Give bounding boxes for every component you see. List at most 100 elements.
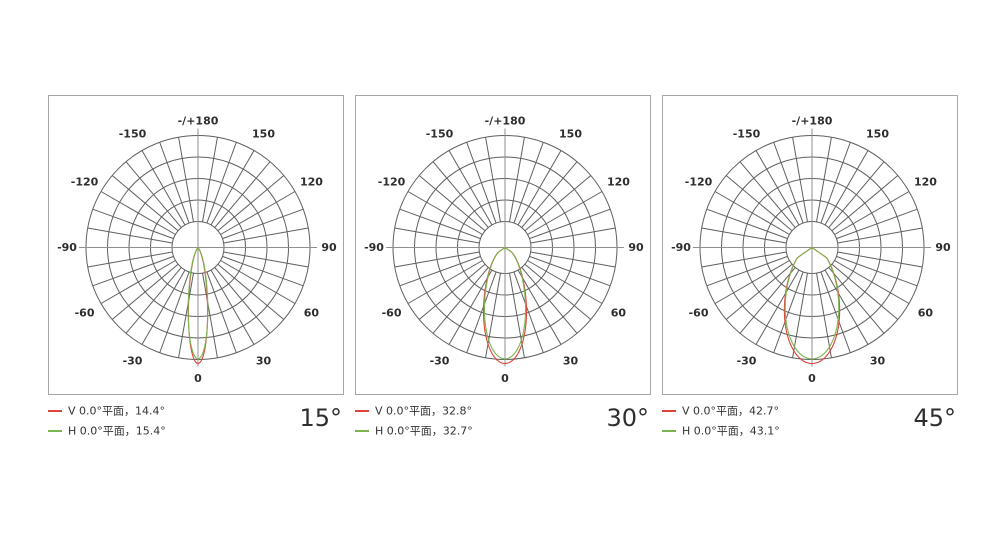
grid-spoke bbox=[217, 263, 285, 320]
grid-spoke bbox=[210, 150, 255, 226]
grid-spoke bbox=[529, 208, 611, 240]
grid-spoke bbox=[399, 208, 481, 240]
grid-spoke bbox=[837, 251, 923, 268]
grid-spoke bbox=[178, 273, 194, 358]
chart-frame: -150 -120 -90 -60 -30 0 30 60 90 120 150 -/+180 bbox=[355, 95, 651, 395]
grid-spoke bbox=[432, 161, 489, 228]
angle-tick-label: -30 bbox=[123, 354, 143, 367]
grid-spoke bbox=[214, 267, 271, 334]
grid-spoke bbox=[530, 227, 616, 244]
grid-spoke bbox=[485, 273, 501, 358]
grid-spoke bbox=[773, 271, 804, 353]
grid-spoke bbox=[202, 273, 218, 358]
angle-tick-label: -150 bbox=[119, 128, 147, 141]
grid-spoke bbox=[836, 255, 918, 287]
grid-spoke bbox=[466, 142, 497, 224]
beam-panel-45: -150 -120 -90 -60 -30 0 30 60 90 120 150 -/+180 V 0… bbox=[662, 0, 958, 550]
grid-spoke bbox=[792, 137, 808, 222]
grid-spoke bbox=[223, 227, 309, 244]
grid-spoke bbox=[706, 255, 788, 287]
grid-spoke bbox=[820, 271, 851, 353]
grid-spoke bbox=[418, 175, 486, 232]
beam-panel-30: -150 -120 -90 -60 -30 0 30 60 90 120 150 -/+180 V 0… bbox=[355, 0, 651, 550]
legend-row: V 0.0°平面，14.4° bbox=[48, 403, 298, 419]
v-series-label: V 0.0°平面，32.8° bbox=[375, 404, 473, 418]
v-series-swatch bbox=[48, 410, 62, 412]
angle-tick-label: 120 bbox=[607, 176, 630, 189]
angle-tick-label: 150 bbox=[559, 128, 582, 141]
grid-spoke bbox=[521, 161, 578, 228]
angle-tick-label: -150 bbox=[426, 128, 454, 141]
grid-spoke bbox=[820, 142, 851, 224]
grid-spoke bbox=[141, 269, 186, 345]
grid-spoke bbox=[834, 191, 910, 235]
angle-tick-label-180: -/+180 bbox=[485, 115, 526, 128]
grid-spoke bbox=[706, 208, 788, 240]
grid-spoke bbox=[87, 251, 173, 268]
grid-spoke bbox=[485, 137, 501, 222]
grid-spoke bbox=[513, 271, 544, 353]
grid-spoke bbox=[828, 161, 885, 228]
h-series-swatch bbox=[662, 429, 676, 432]
angle-tick-label: -60 bbox=[382, 307, 402, 320]
grid-spoke bbox=[824, 150, 869, 226]
grid-spoke bbox=[222, 208, 304, 240]
grid-spoke bbox=[831, 263, 899, 320]
grid-spoke bbox=[141, 150, 186, 226]
grid-spoke bbox=[214, 161, 271, 228]
angle-tick-label: 120 bbox=[300, 176, 323, 189]
angle-tick-label: 120 bbox=[914, 176, 937, 189]
grid-spoke bbox=[792, 273, 808, 358]
chart-frame: -150 -120 -90 -60 -30 0 30 60 90 120 150 -/+180 bbox=[48, 95, 344, 395]
v-series-label: V 0.0°平面，42.7° bbox=[682, 404, 780, 418]
grid-spoke bbox=[725, 263, 793, 320]
angle-tick-label: 30 bbox=[870, 354, 886, 367]
v-series-swatch bbox=[662, 410, 676, 412]
angle-tick-label: -90 bbox=[364, 241, 384, 254]
grid-spoke bbox=[527, 191, 603, 235]
grid-spoke bbox=[125, 267, 182, 334]
angle-tick-label: -30 bbox=[430, 354, 450, 367]
beam-angle-title: 45° bbox=[913, 404, 956, 432]
grid-spoke bbox=[394, 227, 480, 244]
beam-angle-title: 30° bbox=[606, 404, 649, 432]
grid-spoke bbox=[521, 267, 578, 334]
chart-frame: -150 -120 -90 -60 -30 0 30 60 90 120 150 -/+180 bbox=[662, 95, 958, 395]
h-series-swatch bbox=[48, 429, 62, 432]
grid-spoke bbox=[222, 255, 304, 287]
h-beam-curve bbox=[187, 246, 209, 360]
grid-spoke bbox=[755, 269, 800, 345]
v-series-swatch bbox=[355, 410, 369, 412]
angle-tick-label: -120 bbox=[71, 176, 99, 189]
grid-spoke bbox=[524, 175, 592, 232]
angle-tick-label: -60 bbox=[689, 307, 709, 320]
grid-spoke bbox=[399, 255, 481, 287]
h-beam-curve bbox=[483, 246, 527, 360]
beam-angle-title: 15° bbox=[299, 404, 342, 432]
legend-row: H 0.0°平面，43.1° bbox=[662, 423, 912, 439]
grid-spoke bbox=[530, 251, 616, 268]
grid-spoke bbox=[210, 269, 255, 345]
grid-spoke bbox=[834, 260, 910, 304]
grid-spoke bbox=[755, 150, 800, 226]
grid-spoke bbox=[178, 137, 194, 222]
legend-row: H 0.0°平面，15.4° bbox=[48, 423, 298, 439]
grid-spoke bbox=[448, 150, 493, 226]
grid-spoke bbox=[828, 267, 885, 334]
grid-spoke bbox=[220, 191, 296, 235]
grid-spoke bbox=[202, 137, 218, 222]
grid-spoke bbox=[725, 175, 793, 232]
grid-spoke bbox=[206, 142, 237, 224]
grid-spoke bbox=[714, 191, 790, 235]
angle-tick-label: 60 bbox=[918, 307, 934, 320]
grid-spoke bbox=[831, 175, 899, 232]
grid-spoke bbox=[448, 269, 493, 345]
grid-spoke bbox=[466, 271, 497, 353]
angle-tick-label: 150 bbox=[866, 128, 889, 141]
angle-tick-label: 90 bbox=[321, 241, 337, 254]
grid-spoke bbox=[100, 191, 176, 235]
angle-tick-label: 0 bbox=[501, 372, 509, 385]
angle-tick-label: 30 bbox=[563, 354, 579, 367]
h-series-swatch bbox=[355, 429, 369, 432]
grid-spoke bbox=[125, 161, 182, 228]
